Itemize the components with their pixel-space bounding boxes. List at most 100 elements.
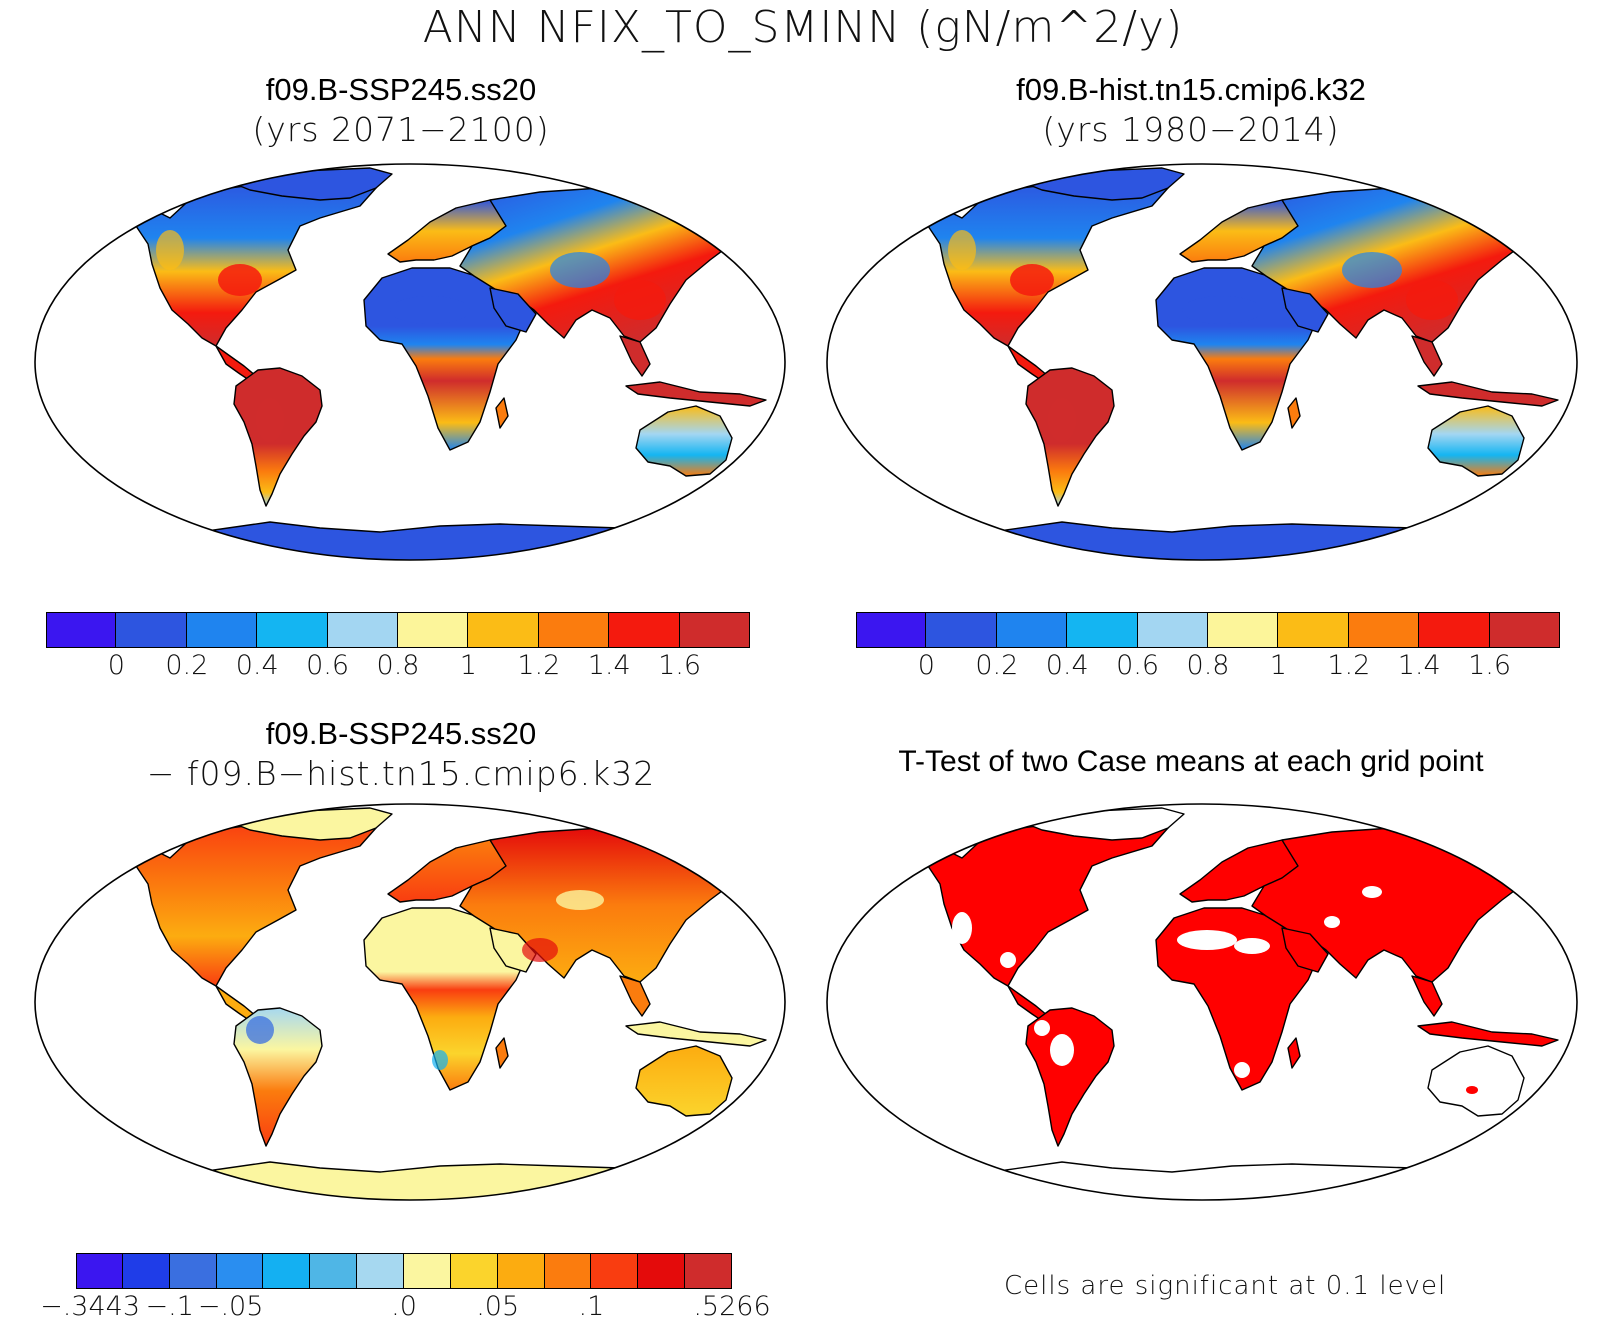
colorbar-swatch	[46, 612, 117, 648]
continent-indochina	[619, 335, 651, 377]
ttest-note: Cells are significant at 0.1 level	[1004, 1271, 1447, 1301]
colorbar-swatch	[263, 1253, 311, 1289]
panel3-subtitle: − f09.B−hist.tn15.cmip6.k32	[146, 754, 656, 793]
colorbar-tick-label: .0	[391, 1291, 417, 1322]
colorbar-swatch	[327, 612, 398, 648]
colorbar-swatch	[609, 612, 680, 648]
continent-antarctica	[941, 1161, 1463, 1200]
colorbar-tick-label: 1	[1269, 650, 1287, 681]
colorbar-case2: 0 0.2 0.4 0.6 0.8 1 1.2 1.4 1.6	[856, 612, 1560, 681]
continent-arabia	[1281, 287, 1329, 333]
field-patch	[1000, 952, 1016, 968]
field-patch	[1010, 264, 1054, 296]
map-diff-svg	[34, 803, 786, 1201]
colorbar-swatch	[1489, 612, 1560, 648]
continent-nz	[757, 455, 773, 487]
continent-indonesia	[1417, 381, 1559, 407]
continent-northAmerica	[891, 179, 1169, 347]
field-patch	[550, 252, 610, 288]
colorbar-tick-label: 1.4	[587, 650, 631, 681]
colorbar-swatch	[591, 1253, 639, 1289]
continent-australia	[1427, 405, 1525, 477]
colorbar-tick-label: .1	[578, 1291, 605, 1322]
map-case2	[812, 160, 1592, 565]
map-frame	[826, 803, 1578, 1201]
colorbar-swatch	[116, 612, 187, 648]
continent-australia	[635, 405, 733, 477]
continent-indochina	[1411, 975, 1443, 1017]
continent-southAmerica	[1025, 1007, 1115, 1147]
field-patch	[1048, 398, 1076, 442]
colorbar-swatch	[310, 1253, 358, 1289]
continent-madagascar	[1287, 1037, 1301, 1069]
continent-indochina	[1411, 335, 1443, 377]
colorbar-swatch	[1278, 612, 1349, 648]
colorbar-swatch	[169, 1253, 217, 1289]
continent-northAmerica	[99, 179, 377, 347]
field-patch	[246, 1016, 274, 1044]
field-patch	[1034, 1020, 1050, 1036]
panel2-subtitle: (yrs 1980−2014)	[1042, 110, 1340, 149]
colorbar-tick-label: 0.2	[165, 650, 209, 681]
continent-madagascar	[495, 397, 509, 429]
colorbar-swatch	[257, 612, 328, 648]
colorbar-swatch	[1419, 612, 1490, 648]
continent-australia	[1427, 1045, 1525, 1117]
continent-indonesia	[625, 381, 767, 407]
continent-antarctica	[149, 521, 671, 560]
continent-northAmerica	[891, 819, 1169, 987]
field-patch	[1342, 252, 1402, 288]
panel4-title: T-Test of two Case means at each grid po…	[898, 745, 1484, 778]
colorbar-swatch	[497, 1253, 545, 1289]
field-patch	[556, 890, 604, 910]
field-patch	[1362, 886, 1382, 898]
field-patch	[218, 264, 262, 296]
map-case1	[20, 160, 800, 565]
field-patch	[1234, 1062, 1250, 1078]
field-patch	[1324, 916, 1340, 928]
colorbar-tick-label: 0.6	[1116, 650, 1160, 681]
colorbar-tick-label: 1	[459, 650, 477, 681]
map-ttest	[812, 800, 1592, 1205]
colorbar-tick-label: −.1	[145, 1291, 194, 1322]
colorbar-tick-label: .5266	[693, 1291, 771, 1322]
continent-northAmerica	[99, 819, 377, 987]
colorbar-swatch	[76, 1253, 123, 1289]
map-case1-svg	[34, 163, 786, 561]
colorbar-swatch	[538, 612, 610, 648]
field-patch	[1234, 938, 1270, 954]
map-diff	[20, 800, 800, 1205]
colorbar-tick-label: 0.4	[1045, 650, 1089, 681]
continent-arabia	[489, 287, 537, 333]
continent-madagascar	[1287, 397, 1301, 429]
continent-arabia	[1281, 927, 1329, 973]
colorbar-swatch	[685, 1253, 732, 1289]
map-frame	[34, 803, 786, 1201]
colorbar-swatch	[357, 1253, 404, 1289]
continent-australia	[635, 1045, 733, 1117]
map-ttest-svg	[826, 803, 1578, 1201]
field-patch	[1466, 1086, 1478, 1094]
colorbar-swatch	[638, 1253, 686, 1289]
colorbar-swatch	[404, 1253, 451, 1289]
colorbar-tick-label: 1.6	[658, 650, 702, 681]
colorbar-tick-label: 1.2	[1327, 650, 1371, 681]
colorbar-swatch	[1208, 612, 1279, 648]
continent-madagascar	[495, 1037, 509, 1069]
field-patch	[948, 230, 976, 270]
field-patch	[1177, 930, 1237, 950]
colorbar-tick-label: 0	[107, 650, 125, 681]
continent-arabia	[489, 927, 537, 973]
map-case2-svg	[826, 163, 1578, 561]
colorbar-case1: 0 0.2 0.4 0.6 0.8 1 1.2 1.4 1.6	[46, 612, 750, 681]
colorbar-tick-label: 0.4	[235, 650, 279, 681]
continent-antarctica	[941, 521, 1463, 560]
colorbar-swatch	[996, 612, 1068, 648]
colorbar-tick-label: 1.4	[1397, 650, 1441, 681]
map-frame	[34, 163, 786, 561]
colorbar-swatch	[450, 1253, 498, 1289]
continent-indonesia	[625, 1021, 767, 1047]
panel3-title: f09.B-SSP245.ss20	[265, 716, 537, 751]
continent-antarctica	[149, 1161, 671, 1200]
colorbar-swatch	[926, 612, 997, 648]
